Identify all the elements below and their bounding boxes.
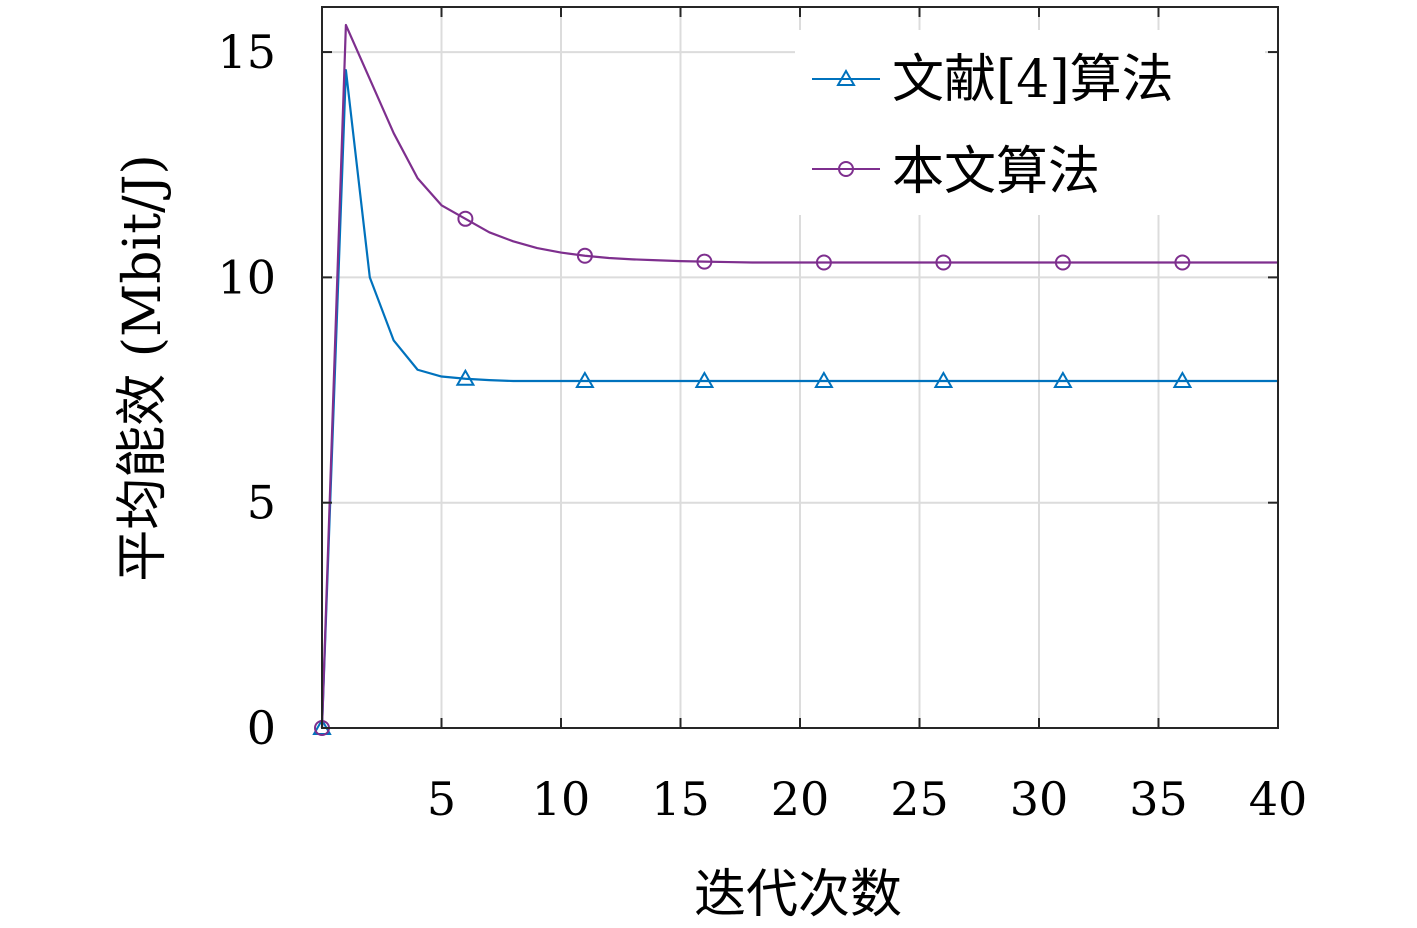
series-1-marker-31	[1054, 254, 1071, 271]
y-tick-label-15: 15	[217, 25, 276, 79]
ticks	[322, 7, 1279, 729]
y-tick-label-10: 10	[217, 250, 276, 304]
y-tick-label-0: 0	[247, 701, 276, 755]
series-line-1	[320, 23, 1278, 729]
series-0-marker-36	[1172, 371, 1193, 389]
y-tick-label-5: 5	[247, 476, 276, 530]
tick-labels: 5 10 15 20 25 30 35 40 0 5 10 15	[217, 25, 1307, 826]
legend-label-1: 本文算法	[892, 142, 1100, 202]
x-tick-label-5: 5	[427, 772, 456, 826]
x-tick-label-10: 10	[532, 772, 591, 826]
legend-marker-1	[838, 161, 854, 177]
series-1-marker-21	[815, 254, 832, 271]
legend: 文献[4]算法 本文算法	[795, 30, 1265, 215]
x-tick-label-25: 25	[890, 772, 949, 826]
series-0-marker-11	[575, 371, 595, 389]
series-1-marker-6	[457, 210, 474, 227]
series-layer	[312, 23, 1278, 736]
series-0-marker-6	[455, 368, 476, 386]
x-axis-title: 迭代次数	[694, 865, 902, 925]
series-1-marker-11	[576, 247, 593, 264]
series-0-marker-26	[933, 371, 954, 389]
series-1-marker-16	[696, 253, 713, 270]
series-line-0	[320, 68, 1278, 729]
x-tick-label-40: 40	[1249, 772, 1308, 826]
x-tick-label-15: 15	[651, 772, 710, 826]
series-1-marker-36	[1174, 254, 1191, 271]
x-tick-label-30: 30	[1010, 772, 1069, 826]
series-0-marker-21	[814, 371, 834, 389]
series-0-marker-16	[694, 371, 715, 389]
legend-box	[795, 30, 1265, 215]
y-axis-title: 平均能效 (Mbit/J)	[113, 154, 173, 582]
series-1-marker-26	[935, 254, 952, 271]
x-tick-label-35: 35	[1129, 772, 1188, 826]
legend-label-0: 文献[4]算法	[892, 50, 1174, 110]
x-tick-label-20: 20	[771, 772, 830, 826]
legend-marker-0	[836, 68, 856, 86]
series-0-marker-31	[1053, 371, 1073, 389]
